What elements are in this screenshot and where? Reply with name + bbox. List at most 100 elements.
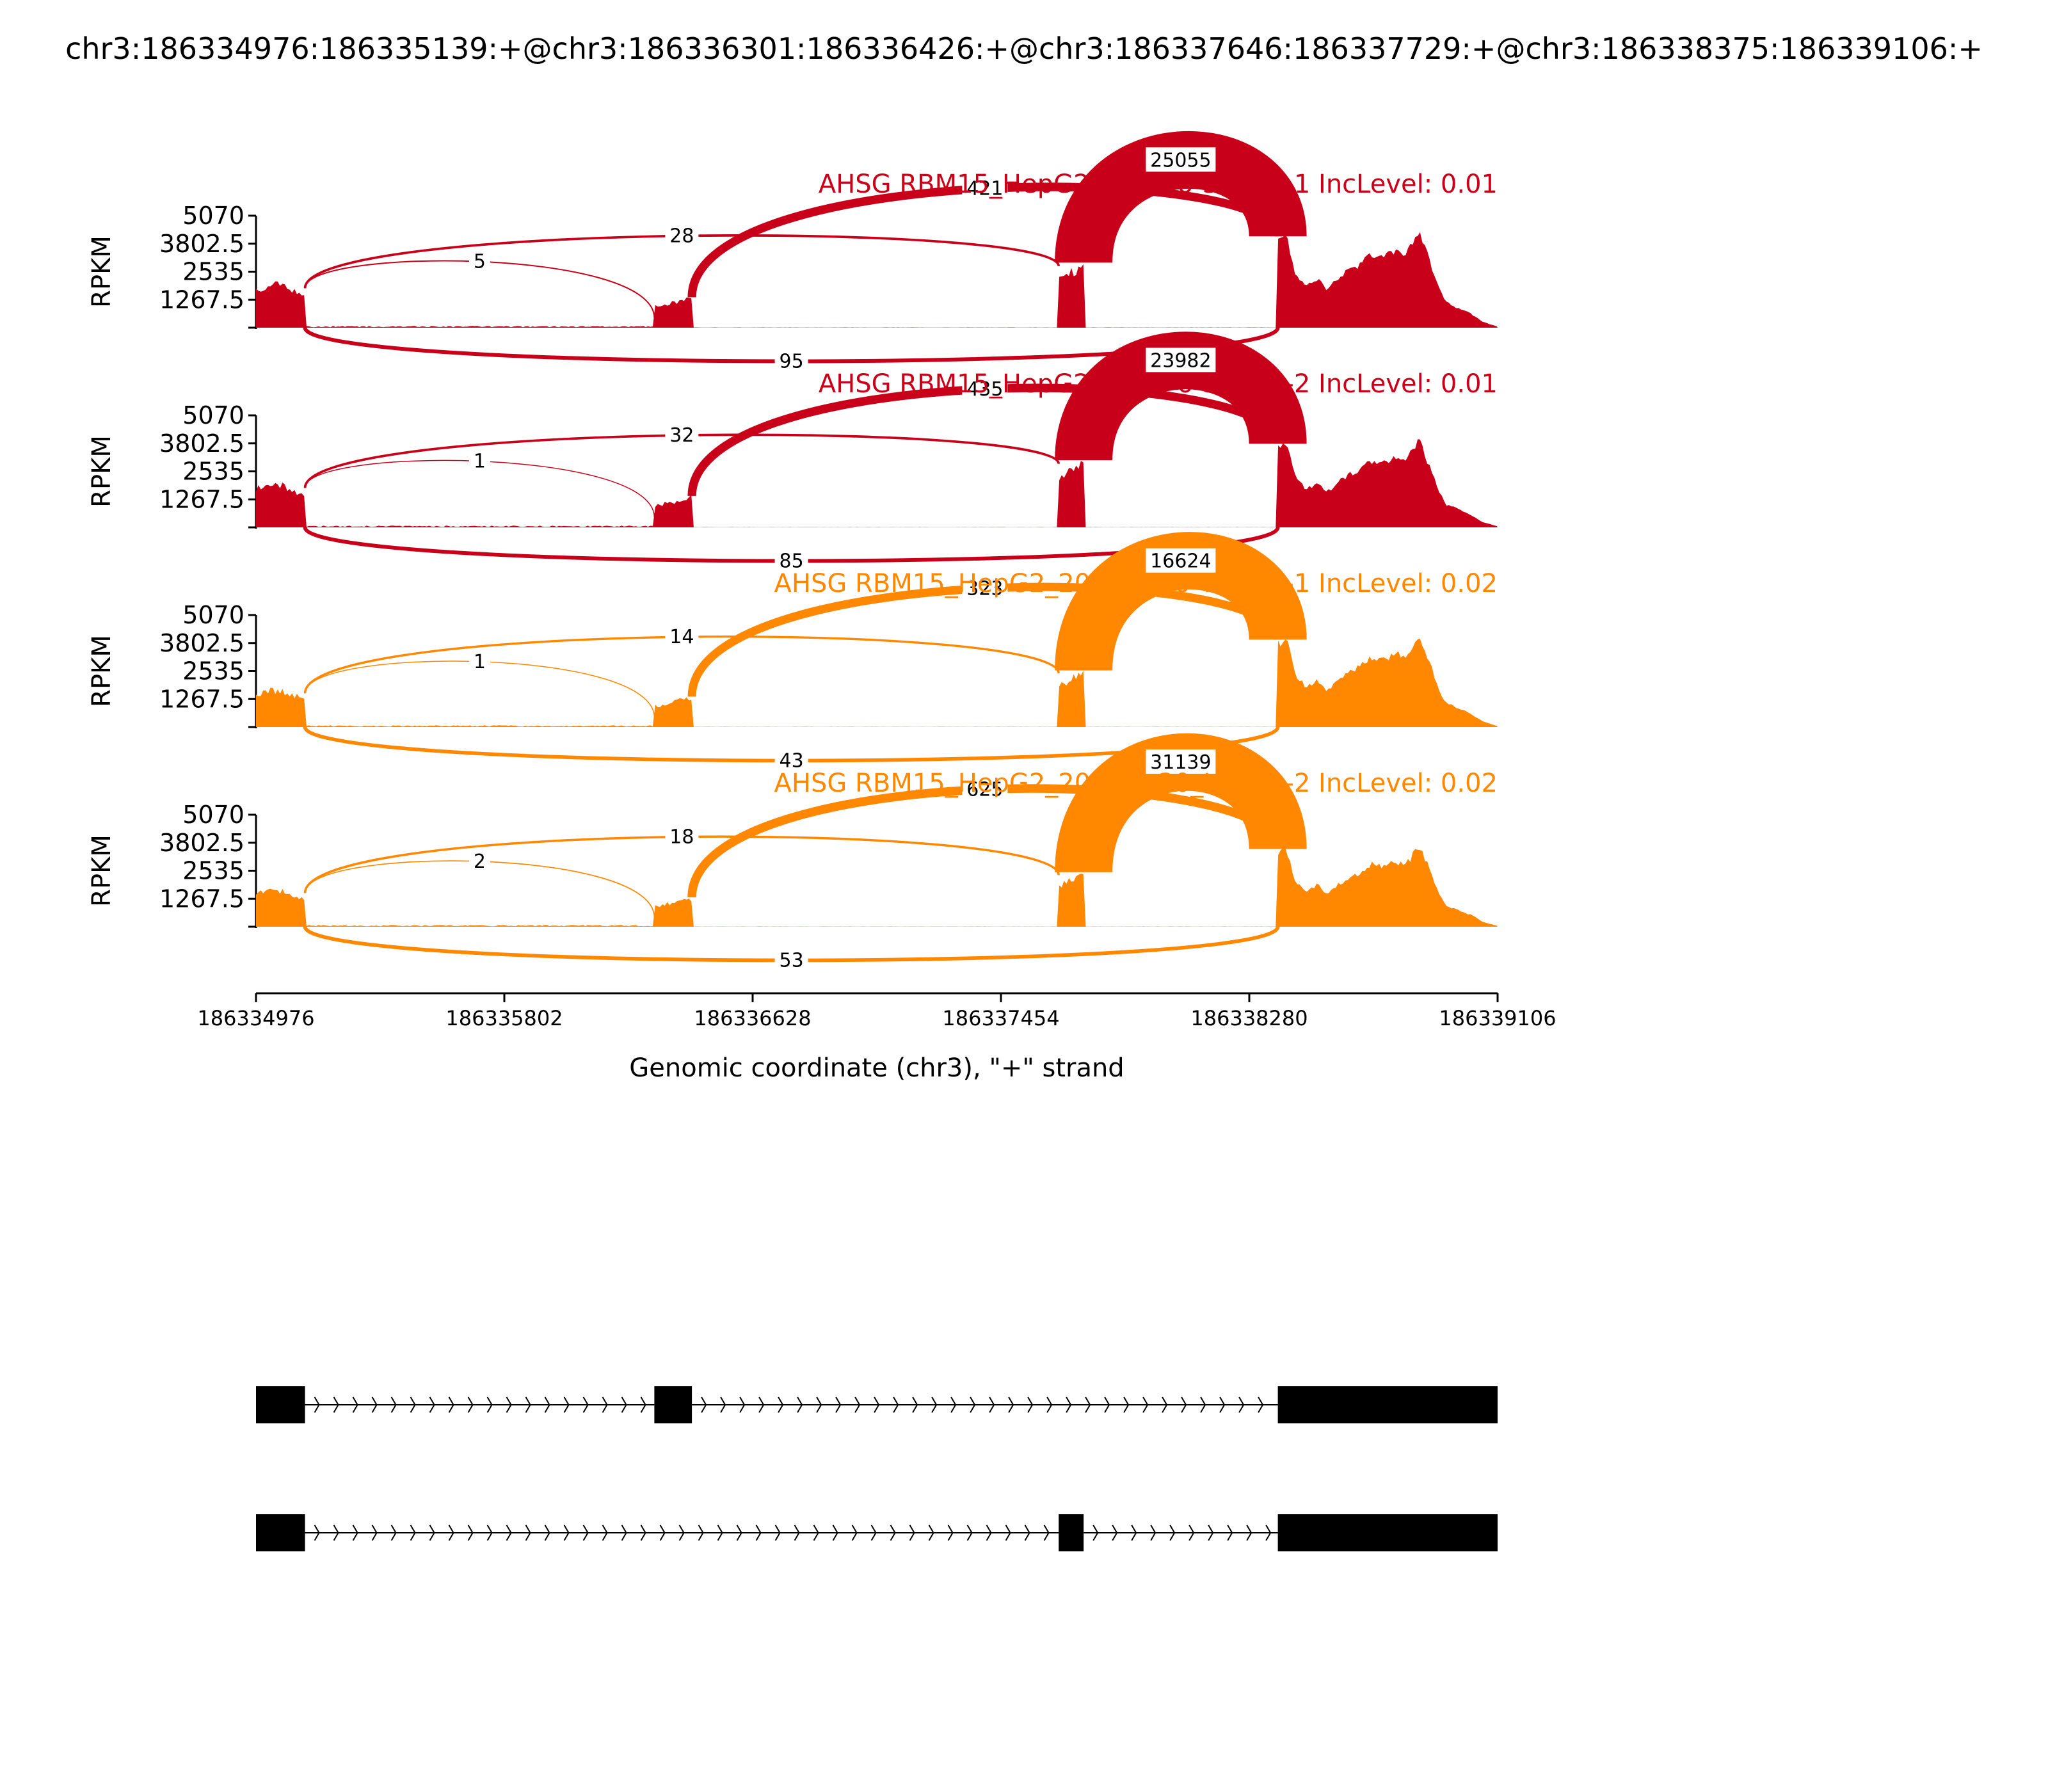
x-axis: 186334976 186335802 186336628 186337454 1863… [197,992,1556,1030]
sample-label: AHSG RBM15_HepG2_2016-6-30_NC-1 IncLevel… [819,170,1498,199]
strand-chevron [525,1524,531,1541]
strand-chevron [928,1524,934,1541]
x-tick-label: 186338280 [1190,1006,1308,1030]
junction-label-box [962,776,1008,801]
strand-chevron [966,1524,973,1541]
strand-chevron [621,1396,627,1413]
junction-label-box [665,624,699,649]
strand-chevron [1066,1396,1072,1413]
strand-chevron [506,1524,512,1541]
junction-label: 85 [780,550,804,573]
coverage-area [256,232,1498,328]
junction-label: 32 [669,424,694,447]
strand-chevron [410,1524,416,1541]
strand-chevron [486,1396,493,1413]
strand-chevron [333,1396,339,1413]
exon-block [256,1386,305,1423]
y-axis-label: RPKM [87,635,116,707]
strand-chevron [371,1524,378,1541]
x-tick-label: 186337454 [942,1006,1059,1030]
exon-block [654,1386,692,1423]
strand-chevron [758,1396,765,1413]
strand-chevron [870,1524,877,1541]
strand-chevron [1027,1396,1034,1413]
strand-chevron [893,1396,899,1413]
strand-chevron [1169,1524,1176,1541]
y-tick-label: 1267.5 [159,685,244,713]
strand-chevron [1162,1396,1168,1413]
junction-label: 2 [474,851,486,873]
strand-chevron [314,1524,320,1541]
strand-chevron [506,1396,512,1413]
strand-chevron [1131,1524,1137,1541]
gene-model [256,1386,1498,1551]
strand-chevron [931,1396,938,1413]
strand-chevron [797,1396,803,1413]
junction-label: 323 [966,577,1003,600]
junction-label-box [1146,348,1216,372]
exon-block [1059,1514,1084,1551]
x-axis-label: Genomic coordinate (chr3), "+" strand [629,1053,1124,1083]
strand-chevron [582,1524,589,1541]
strand-chevron [602,1396,608,1413]
junction-label-box [774,348,808,373]
strand-chevron [1150,1524,1156,1541]
junction-label: 1 [474,651,486,673]
strand-chevron [333,1524,339,1541]
strand-chevron [429,1524,435,1541]
junction-label: 95 [780,351,804,373]
junction-label-box [1146,548,1216,573]
junction-label-box [962,376,1008,401]
y-tick-label: 5070 [182,601,244,629]
strand-chevron [352,1396,358,1413]
strand-chevron [1024,1524,1030,1541]
junction-arc [687,182,1283,298]
y-tick-label: 2535 [182,458,244,486]
strand-chevron [640,1396,646,1413]
sample-label: AHSG RBM15_HepG2_2016-6-30_NC-2 IncLevel… [819,369,1498,399]
y-tick-label: 2535 [182,657,244,685]
coverage-area [256,847,1498,927]
strand-chevron [1188,1524,1195,1541]
isoform-track [256,1386,1498,1423]
strand-chevron [582,1396,589,1413]
strand-chevron [854,1396,861,1413]
junction-label-box [468,248,490,273]
junction-label-box [468,448,490,473]
coverage-area [256,439,1498,527]
y-axis-label: RPKM [87,236,116,308]
strand-chevron [950,1396,957,1413]
strand-chevron [794,1524,800,1541]
strand-chevron [410,1396,416,1413]
chart-title: chr3:186334976:186335139:+@chr3:18633630… [65,31,1983,66]
junction-label-box [774,947,808,972]
y-tick-label: 1267.5 [159,285,244,314]
junction-label: 421 [966,178,1003,200]
junction-label: 5 [474,251,486,273]
strand-chevron [739,1396,746,1413]
strand-chevron [778,1396,784,1413]
exon-block [1277,1386,1498,1423]
strand-chevron [986,1524,992,1541]
strand-chevron [701,1396,707,1413]
strand-chevron [736,1524,742,1541]
strand-chevron [544,1524,550,1541]
junction-label: 31139 [1150,751,1211,774]
isoform-track [256,1514,1498,1551]
strand-chevron [371,1396,378,1413]
strand-chevron [1227,1524,1233,1541]
strand-chevron [1208,1524,1214,1541]
junction-label-box [665,223,699,248]
strand-chevron [1181,1396,1187,1413]
strand-chevron [947,1524,954,1541]
y-tick-label: 2535 [182,258,244,286]
y-tick-label: 3802.5 [159,629,244,657]
y-tick-label: 3802.5 [159,429,244,458]
strand-chevron [1200,1396,1206,1413]
y-tick-label: 3802.5 [159,230,244,258]
y-tick-label: 1267.5 [159,884,244,913]
junction-label-box [468,648,490,673]
strand-chevron [1123,1396,1130,1413]
